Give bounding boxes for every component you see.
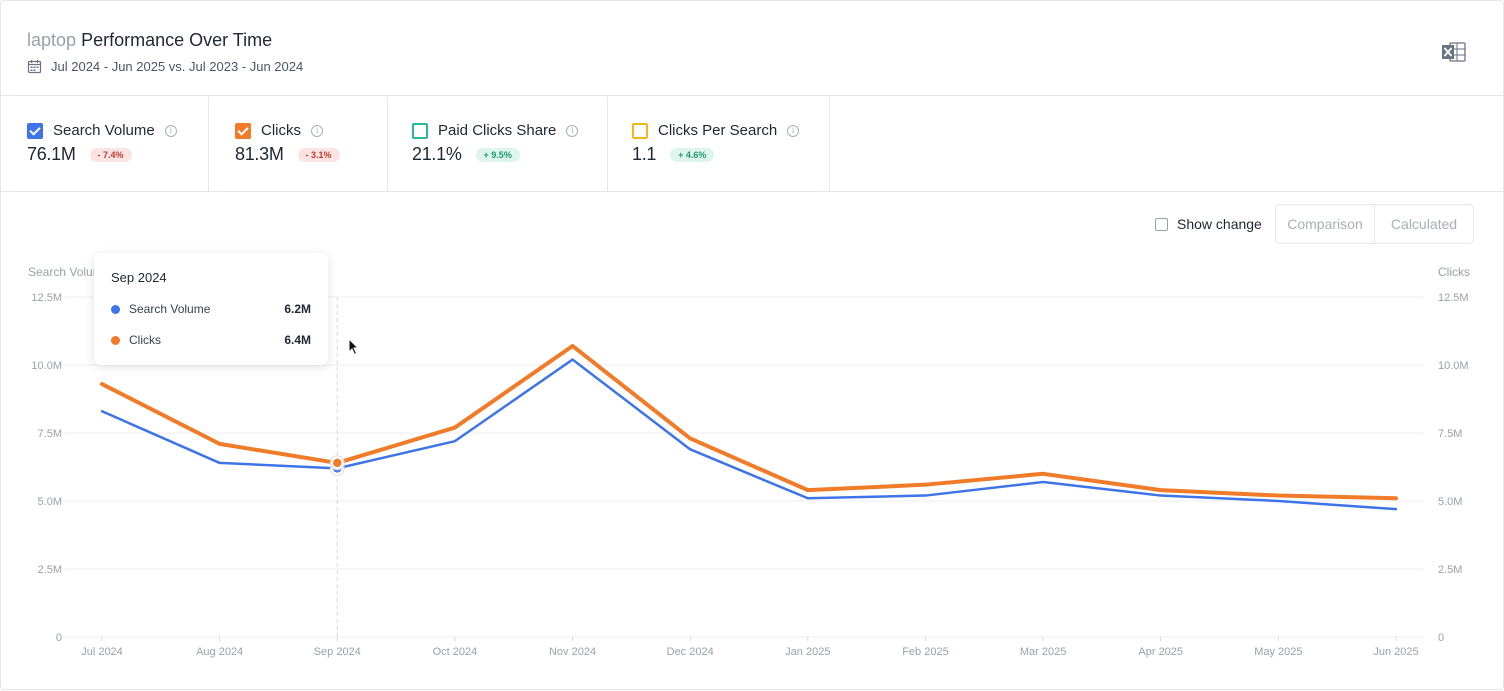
series-line-search-volume: [100, 358, 1398, 511]
tooltip-series-value: 6.2M: [284, 302, 311, 316]
x-tick-label: Mar 2025: [1020, 646, 1066, 658]
metric-paid-clicks-share[interactable]: Paid Clicks Share i 21.1% + 9.5%: [388, 97, 608, 191]
x-tick-label: Sep 2024: [314, 646, 361, 658]
metric-label: Search Volume: [53, 122, 155, 139]
info-icon[interactable]: i: [566, 124, 579, 137]
change-badge: + 4.6%: [670, 147, 715, 162]
change-badge: - 3.1%: [297, 147, 340, 162]
tooltip-series-value: 6.4M: [284, 333, 311, 347]
title-text: Performance Over Time: [81, 30, 273, 50]
x-tick-label: Apr 2025: [1138, 646, 1183, 658]
segment-comparison[interactable]: Comparison: [1287, 216, 1363, 232]
metric-search-volume[interactable]: Search Volume i 76.1M - 7.4%: [1, 97, 209, 191]
date-range-text: Jul 2024 - Jun 2025 vs. Jul 2023 - Jun 2…: [51, 59, 304, 74]
view-mode-segmented-control: Comparison Calculated: [1275, 204, 1474, 244]
y-tick-label-right: 12.5M: [1438, 292, 1469, 304]
y-tick-label-left: 2.5M: [38, 564, 62, 576]
metric-value: 21.1%: [412, 144, 462, 164]
tooltip-series-label: Search Volume: [129, 302, 211, 316]
legend-dot-icon: [111, 304, 120, 314]
x-tick-label: Jul 2024: [81, 646, 123, 658]
metric-label: Paid Clicks Share: [438, 122, 557, 139]
checkbox-checked-icon[interactable]: [27, 122, 43, 139]
segment-calculated[interactable]: Calculated: [1374, 205, 1473, 243]
x-tick-label: Jan 2025: [785, 646, 830, 658]
metric-clicks[interactable]: Clicks i 81.3M - 3.1%: [209, 97, 388, 191]
series-line-clicks: [100, 343, 1398, 501]
show-change-toggle[interactable]: Show change: [1155, 216, 1262, 232]
date-range: Jul 2024 - Jun 2025 vs. Jul 2023 - Jun 2…: [27, 59, 303, 74]
metric-value: 76.1M: [27, 144, 76, 164]
x-tick-label: Feb 2025: [902, 646, 948, 658]
checkbox-checked-icon[interactable]: [235, 122, 251, 139]
excel-export-icon[interactable]: [1441, 41, 1466, 63]
metric-clicks-per-search[interactable]: Clicks Per Search i 1.1 + 4.6%: [608, 97, 830, 191]
x-tick-label: Dec 2024: [667, 646, 714, 658]
y-tick-label-right: 0: [1438, 632, 1444, 644]
y-tick-label-right: 10.0M: [1438, 360, 1469, 372]
change-badge: + 9.5%: [475, 147, 520, 162]
legend-dot-icon: [111, 335, 120, 345]
show-change-checkbox[interactable]: [1155, 217, 1168, 231]
x-tick-label: Aug 2024: [196, 646, 243, 658]
y-tick-label-right: 7.5M: [1438, 428, 1462, 440]
y-tick-label-left: 5.0M: [38, 496, 62, 508]
x-tick-label: Nov 2024: [549, 646, 596, 658]
checkbox-unchecked-icon[interactable]: [412, 122, 428, 139]
y-tick-label-right: 2.5M: [1438, 564, 1462, 576]
metric-label: Clicks: [261, 122, 301, 139]
info-icon[interactable]: i: [787, 124, 800, 137]
tooltip-series-label: Clicks: [129, 333, 161, 347]
y-tick-label-left: 12.5M: [31, 292, 62, 304]
y-axis-right-title: Clicks: [1438, 265, 1470, 279]
hover-marker-clicks: [331, 457, 344, 469]
metric-label: Clicks Per Search: [658, 122, 778, 139]
tooltip-row-clicks: Clicks 6.4M: [111, 333, 311, 347]
y-axis-left-title: Search Volume: [28, 265, 110, 279]
keyword-label: laptop: [27, 30, 77, 50]
info-icon[interactable]: i: [164, 124, 177, 137]
metric-value: 1.1: [632, 144, 657, 164]
x-tick-label: Jun 2025: [1373, 646, 1418, 658]
card-header: laptop Performance Over Time Jul 2024 - …: [1, 1, 1503, 96]
page-title: laptop Performance Over Time: [27, 29, 272, 51]
tooltip-title: Sep 2024: [111, 270, 167, 285]
y-tick-label-right: 5.0M: [1438, 496, 1462, 508]
chart-tooltip: Sep 2024 Search Volume 6.2M Clicks 6.4M: [94, 253, 328, 365]
mouse-cursor-icon: [348, 338, 360, 356]
x-tick-label: May 2025: [1254, 646, 1302, 658]
x-tick-label: Oct 2024: [433, 646, 478, 658]
tooltip-row-search-volume: Search Volume 6.2M: [111, 302, 311, 316]
y-tick-label-left: 7.5M: [38, 428, 62, 440]
y-tick-label-left: 10.0M: [31, 360, 62, 372]
show-change-label: Show change: [1177, 216, 1262, 232]
metrics-bar: Search Volume i 76.1M - 7.4% Clicks i 81…: [1, 97, 1503, 192]
y-tick-label-left: 0: [56, 632, 62, 644]
change-badge: - 7.4%: [89, 147, 132, 162]
info-icon[interactable]: i: [311, 124, 323, 137]
checkbox-unchecked-icon[interactable]: [632, 122, 648, 139]
calendar-icon: [27, 60, 42, 74]
metric-value: 81.3M: [235, 144, 284, 164]
